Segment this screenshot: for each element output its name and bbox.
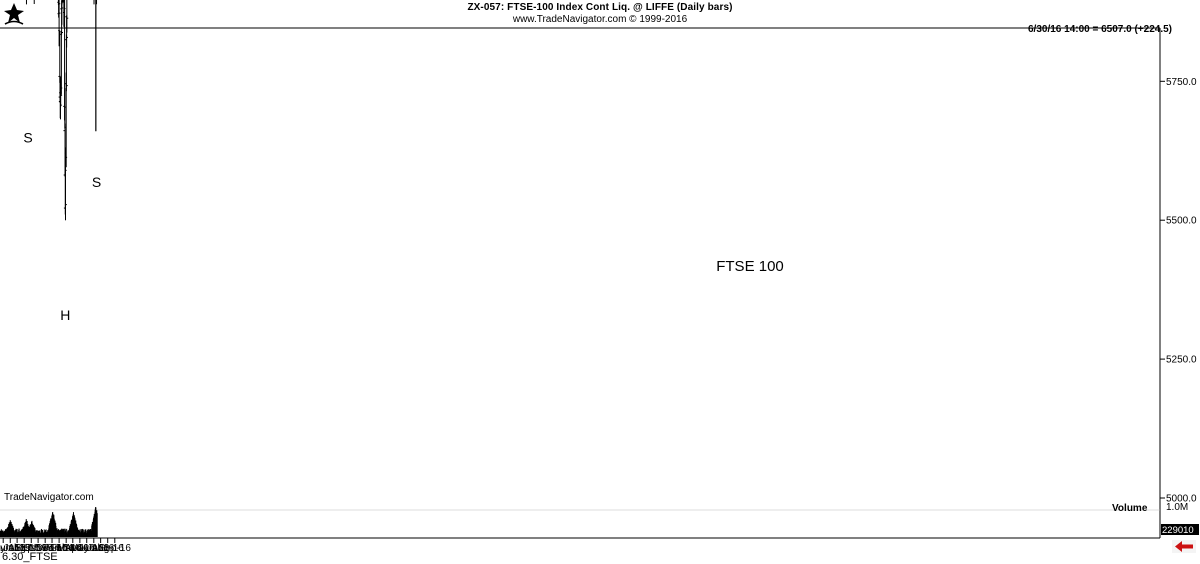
chart-header-subtitle: www.TradeNavigator.com © 1999-2016 bbox=[512, 14, 688, 25]
x-tick-label: Sep-16 bbox=[99, 543, 132, 554]
chart-header-title: ZX-057: FTSE-100 Index Cont Liq. @ LIFFE… bbox=[467, 2, 733, 13]
x-tick-label: May-16 bbox=[70, 543, 104, 554]
chart-frame bbox=[0, 27, 1161, 539]
volume-last-label: 229010 bbox=[1162, 525, 1194, 536]
x-tick-label: Aug-16 bbox=[92, 543, 125, 554]
x-tick-label: Mar-16 bbox=[57, 543, 89, 554]
x-tick-label: Jun-15 bbox=[0, 543, 26, 554]
volume-bars bbox=[0, 507, 98, 537]
x-tick-label: Jul-15 bbox=[3, 543, 31, 554]
x-tick-label: Oct-15 bbox=[23, 543, 53, 554]
ohlc-bar bbox=[65, 0, 68, 33]
pattern-label: H bbox=[60, 307, 70, 323]
x-tick-label: Jun-16 bbox=[79, 543, 110, 554]
volume-last-box bbox=[1161, 524, 1199, 535]
y-tick-label: 5000.0 bbox=[1166, 494, 1197, 505]
price-readout: 6/30/16 14:00 = 6507.0 (+224.5) bbox=[1027, 24, 1172, 35]
red-left-arrow-icon[interactable] bbox=[1172, 540, 1196, 553]
y-tick-label: 5500.0 bbox=[1166, 216, 1197, 227]
x-tick-label: Sep-15 bbox=[15, 543, 48, 554]
x-tick-label: Feb-16 bbox=[50, 543, 82, 554]
x-tick-label: Jan-16 bbox=[44, 543, 75, 554]
volume-axis-label: 1.0M bbox=[1166, 502, 1188, 513]
x-tick-label: Aug-15 bbox=[8, 543, 41, 554]
chart-title: FTSE 100 bbox=[716, 258, 784, 275]
pattern-label: S bbox=[23, 129, 32, 145]
x-tick-label: Dec-15 bbox=[36, 543, 69, 554]
x-tick-label: May-15 bbox=[0, 543, 20, 554]
x-axis: May-15Jun-15Jul-15Aug-15Sep-15Oct-15Nov-… bbox=[0, 538, 131, 554]
ohlc-bar bbox=[61, 0, 63, 5]
x-tick-label: Nov-15 bbox=[29, 543, 62, 554]
x-tick-label: Jul-16 bbox=[87, 543, 115, 554]
symbol-label: 6.30_FTSE bbox=[2, 551, 58, 563]
x-tick-label: Apr-16 bbox=[65, 543, 95, 554]
watermark: TradeNavigator.com bbox=[4, 492, 94, 503]
ohlc-bar bbox=[60, 0, 63, 25]
y-tick-label: 5250.0 bbox=[1166, 355, 1197, 366]
y-axis: 8250.08000.07750.07500.07250.07000.06750… bbox=[1160, 77, 1197, 505]
y-tick-label: 5750.0 bbox=[1166, 77, 1197, 88]
pattern-label: S bbox=[92, 174, 101, 190]
price-bars bbox=[25, 0, 98, 221]
volume-label: Volume bbox=[1112, 503, 1148, 514]
tradenavigator-logo-icon bbox=[4, 3, 24, 25]
